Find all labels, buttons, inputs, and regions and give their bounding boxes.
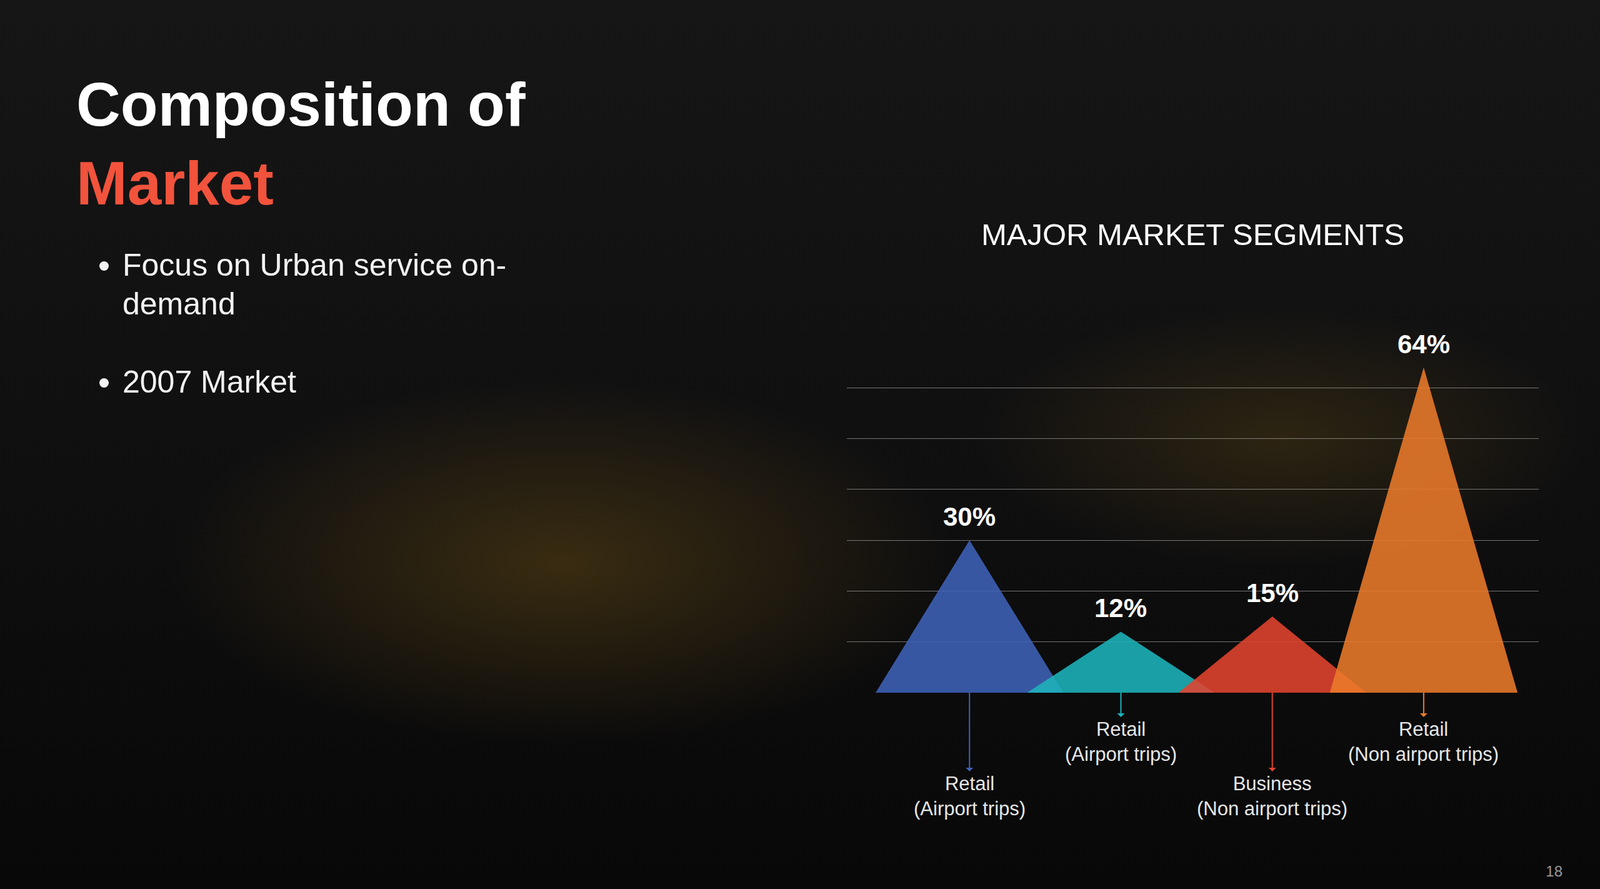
svg-text:Retail(Airport trips): Retail(Airport trips) [1065, 718, 1177, 765]
svg-text:Business(Non airport trips): Business(Non airport trips) [1196, 772, 1348, 820]
svg-text:15%: 15% [1246, 578, 1299, 608]
svg-text:30%: 30% [943, 501, 996, 532]
svg-text:Retail(Airport trips): Retail(Airport trips) [913, 772, 1026, 820]
html-text:18: 18 [1545, 862, 1563, 880]
html-text:Market: Market [76, 148, 274, 218]
html-text:Composition of: Composition of [76, 70, 526, 139]
svg-text:12%: 12% [1094, 593, 1147, 623]
svg-text:MAJOR MARKET SEGMENTS: MAJOR MARKET SEGMENTS [981, 217, 1405, 252]
svg-text:64%: 64% [1397, 329, 1450, 359]
html-text:2007 Market: 2007 Market [122, 364, 297, 400]
svg-text:Retail(Non airport trips): Retail(Non airport trips) [1348, 718, 1499, 765]
html-text:Focus on Urban service on-dema: Focus on Urban service on-demand [122, 247, 507, 322]
